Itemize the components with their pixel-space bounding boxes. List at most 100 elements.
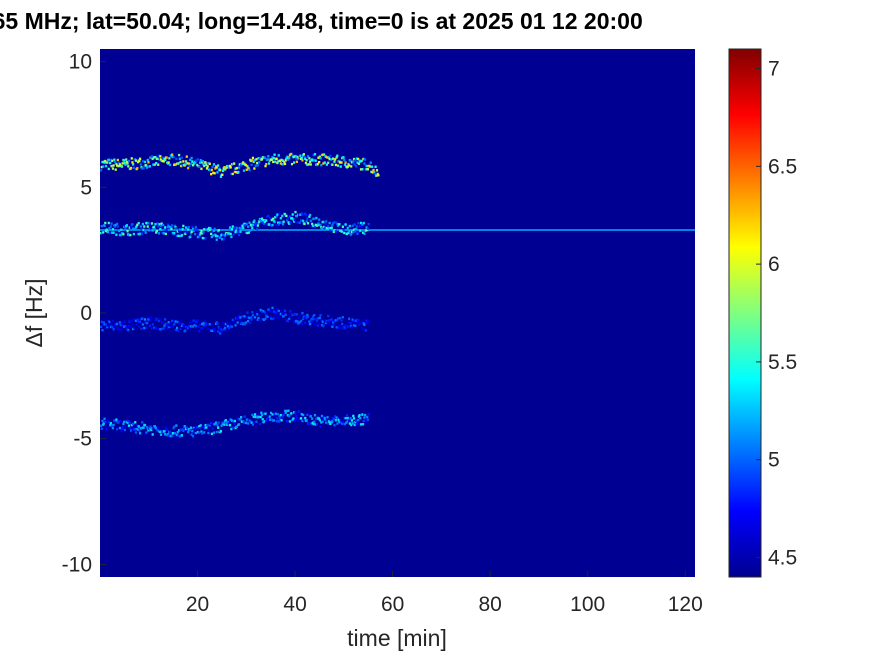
spectral-cell — [301, 213, 304, 216]
spectral-cell — [342, 422, 345, 425]
spectral-cell — [150, 156, 153, 159]
spectral-cell — [157, 426, 160, 430]
spectral-cell — [256, 161, 259, 165]
spectral-cell — [354, 420, 357, 424]
spectral-cell — [364, 229, 367, 232]
spectral-cell — [147, 429, 150, 432]
spectral-cell — [175, 326, 179, 330]
spectral-cell — [308, 320, 311, 323]
spectral-cell — [145, 326, 148, 330]
spectral-cell — [277, 309, 280, 313]
spectral-cell — [177, 162, 180, 165]
spectral-cell — [282, 413, 285, 416]
spectral-cell — [309, 160, 312, 163]
spectral-cell — [187, 166, 190, 170]
spectral-cell — [276, 161, 279, 165]
spectral-cell — [286, 218, 289, 222]
spectral-cell — [299, 417, 303, 420]
spectral-cell — [254, 415, 257, 419]
spectral-cell — [322, 162, 325, 165]
colorbar-tick-label: 6.5 — [768, 155, 797, 178]
spectral-cell — [350, 230, 354, 234]
spectral-cell — [303, 316, 306, 319]
spectral-cell — [352, 324, 356, 327]
spectral-cell — [100, 320, 103, 324]
spectral-cell — [238, 226, 241, 230]
spectral-cell — [294, 210, 297, 214]
spectral-cell — [230, 325, 234, 328]
spectral-cell — [258, 319, 261, 322]
spectral-cell — [279, 413, 282, 417]
spectral-cell — [132, 232, 135, 236]
spectral-cell — [150, 155, 154, 158]
spectral-cell — [366, 415, 369, 419]
spectral-cell — [142, 167, 145, 170]
spectral-cell — [175, 234, 179, 238]
spectral-cell — [190, 230, 193, 234]
spectral-cell — [101, 329, 104, 332]
spectral-cell — [174, 163, 177, 166]
spectral-cell — [285, 409, 288, 413]
spectral-cell — [288, 215, 292, 218]
spectral-cell — [354, 230, 357, 233]
spectral-cell — [139, 225, 142, 228]
spectral-cell — [276, 221, 280, 224]
spectral-cell — [182, 324, 186, 328]
spectral-cell — [126, 421, 129, 424]
spectral-cell — [210, 323, 213, 327]
spectral-cell — [223, 327, 226, 331]
spectral-cell — [126, 162, 129, 165]
spectral-cell — [295, 313, 298, 316]
spectral-cell — [288, 315, 292, 318]
spectral-cell — [197, 232, 200, 235]
spectral-cell — [276, 412, 280, 416]
spectral-cell — [254, 313, 257, 317]
spectral-cell — [312, 317, 315, 321]
spectral-cell — [315, 319, 319, 323]
spectral-cell — [122, 233, 125, 236]
spectral-cell — [347, 320, 350, 324]
spectral-cell — [265, 420, 268, 423]
spectral-cell — [317, 222, 320, 225]
spectral-cell — [270, 158, 273, 161]
spectral-cell — [293, 419, 296, 422]
spectral-cell — [200, 430, 203, 433]
spectral-cell — [265, 215, 269, 219]
spectral-cell — [337, 418, 340, 422]
spectral-cell — [217, 421, 220, 424]
spectral-cell — [251, 223, 255, 227]
spectral-cell — [162, 232, 165, 235]
spectral-cell — [166, 226, 169, 229]
spectral-cell — [244, 323, 247, 326]
spectral-cell — [179, 428, 182, 431]
spectral-cell — [136, 167, 139, 170]
spectral-cell — [329, 419, 333, 422]
spectral-cell — [116, 164, 119, 167]
spectral-cell — [278, 415, 281, 418]
spectral-cell — [327, 227, 331, 230]
spectral-cell — [340, 161, 343, 164]
spectral-cell — [270, 224, 273, 227]
spectral-cell — [113, 158, 116, 161]
spectral-cell — [157, 225, 160, 228]
spectral-cell — [148, 165, 151, 168]
spectral-cell — [318, 316, 321, 320]
spectral-cell — [189, 162, 193, 165]
signal-trace-3 — [100, 409, 370, 438]
spectral-cell — [226, 325, 230, 328]
spectral-cell — [189, 325, 193, 328]
spectral-cell — [279, 159, 282, 162]
spectral-cell — [325, 163, 328, 166]
spectral-cell — [274, 160, 277, 163]
spectral-cell — [107, 167, 110, 171]
spectral-cell — [111, 167, 115, 170]
spectral-cell — [109, 421, 112, 425]
spectral-cell — [283, 310, 286, 314]
spectral-cell — [230, 419, 234, 422]
spectral-cell — [318, 419, 321, 422]
spectral-cell — [127, 419, 130, 423]
spectral-cell — [344, 161, 347, 164]
spectral-cell — [271, 306, 274, 310]
spectral-cell — [153, 319, 156, 323]
spectral-cell — [233, 229, 236, 232]
